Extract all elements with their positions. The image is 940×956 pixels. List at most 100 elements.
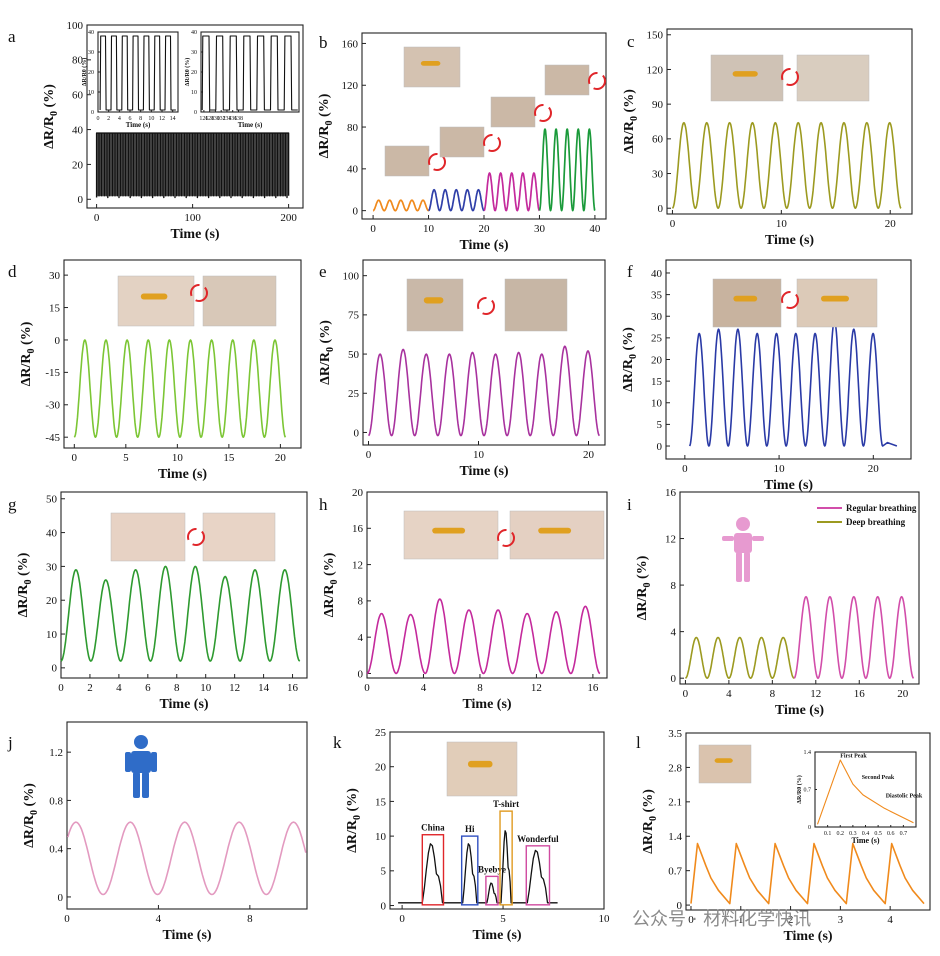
x-axis-title: Time (s) — [783, 929, 832, 944]
x-tick-label: 4 — [116, 682, 122, 694]
x-tick-label: 6 — [145, 682, 151, 694]
plot-frame — [362, 259, 606, 446]
speech-signal-line — [398, 830, 558, 904]
person-leg — [133, 772, 140, 798]
y-tick-label: 25 — [651, 333, 663, 345]
face-photo-1 — [110, 512, 186, 562]
panel-d: d 0 5 10 15 20 -45 -30 -15 0 15 30 Time (s) ΔR/R0 (%) — [8, 259, 302, 482]
y-tick-label: 160 — [342, 38, 359, 50]
x-tick-label: 10 — [200, 682, 212, 694]
x-tick-label: 200 — [280, 212, 297, 224]
panel-f: f 0 10 20 0 5 10 15 20 25 30 35 40 Time (s) ΔR/R0 (%) — [621, 259, 912, 493]
x-tick-label: 40 — [589, 223, 601, 235]
x-tick-label: 10 — [599, 913, 611, 925]
wrist-photo-1-sensor — [732, 71, 758, 77]
y-tick-label: -45 — [45, 432, 60, 444]
wrist-photo-1 — [710, 54, 784, 102]
y-tick-label: 50 — [46, 494, 58, 506]
x-tick-label: 12 — [229, 682, 240, 694]
x-tick-label: 3 — [838, 914, 844, 926]
y-tick-label: 60 — [72, 90, 84, 102]
x-axis-title: Time (s) — [159, 697, 208, 712]
x-tick-label: 10 — [776, 218, 788, 230]
y-tick-label: 8 — [671, 580, 677, 592]
x-tick-label: 15 — [223, 452, 235, 464]
x-axis-title: Time (s) — [162, 928, 211, 943]
wrist-bend-line — [671, 121, 902, 209]
word-label: Wonderful — [517, 834, 559, 844]
y-tick-label: 1.2 — [49, 747, 63, 759]
y-tick-label: 0 — [381, 900, 387, 912]
x-tick-label: 0 — [683, 688, 689, 700]
plot-frame — [60, 491, 308, 679]
throat-photo — [446, 741, 518, 797]
y-axis-title: ΔR/R0 (%) — [641, 789, 659, 854]
x-tick-label: 10 — [423, 223, 435, 235]
x-tick-label: 0 — [64, 913, 70, 925]
x-tick-label: 30 — [534, 223, 546, 235]
y-axis-title: ΔR/R0 (%) — [635, 555, 653, 620]
x-tick-label: 138 — [234, 116, 243, 122]
x-tick-label: 0 — [97, 116, 100, 122]
swap-arrow-icon — [781, 291, 799, 309]
panel-label: f — [627, 262, 633, 281]
y-tick-label: 80 — [72, 55, 84, 67]
y-axis-title: ΔR/R0 (%) — [322, 552, 340, 617]
deep-breathing-line — [685, 636, 795, 679]
bend-arrow-icon — [588, 72, 606, 90]
person-torso — [131, 751, 151, 773]
y-tick-label: 30 — [191, 50, 197, 56]
x-tick-label: 20 — [868, 463, 880, 475]
y-tick-label: 10 — [191, 90, 197, 96]
y-axis-title: ΔR/R0 (%) — [622, 89, 640, 154]
x-axis-title: Time (s) — [459, 238, 508, 253]
y-tick-label: 0 — [358, 668, 364, 680]
y-tick-label: 0 — [194, 110, 197, 116]
x-tick-label: 4 — [726, 688, 732, 700]
plot-frame — [389, 731, 605, 910]
back-photo-2-sensor — [821, 295, 849, 302]
y-tick-label: 100 — [67, 20, 84, 32]
x-tick-label: 5 — [123, 452, 129, 464]
x-tick-label: 8 — [247, 913, 253, 925]
inset-x-title: Time (s) — [851, 836, 879, 845]
y-tick-label: 30 — [46, 561, 58, 573]
x-tick-label: 0.4 — [862, 831, 870, 837]
word-box — [485, 875, 499, 906]
y-tick-label: 0 — [58, 892, 64, 904]
panel-b: b 0 10 20 30 40 0 40 80 120 160 Time (s) ΔR/R0 (%) — [317, 32, 607, 253]
panel-label: g — [8, 495, 17, 514]
y-tick-label: 40 — [347, 164, 359, 176]
y-tick-label: 10 — [375, 831, 387, 843]
person-arm — [151, 752, 157, 772]
swap-arrow-icon — [187, 528, 205, 546]
face-photo-2 — [202, 512, 276, 562]
y-tick-label: 0 — [91, 110, 94, 116]
eyes-photo-1 — [403, 510, 499, 560]
y-tick-label: 20 — [375, 762, 387, 774]
x-axis-title: Time (s) — [775, 703, 824, 718]
panel-label: i — [627, 495, 632, 514]
y-tick-label: 12 — [665, 533, 676, 545]
plot-frame — [66, 721, 308, 910]
y-tick-label: 2.1 — [668, 797, 682, 809]
person-head — [736, 517, 750, 531]
person-leg — [736, 552, 742, 582]
x-tick-label: 0.3 — [849, 831, 857, 837]
x-tick-label: 100 — [184, 212, 201, 224]
y-tick-label: 20 — [191, 70, 197, 76]
y-tick-label: 10 — [46, 629, 58, 641]
plot-frame — [366, 491, 608, 679]
bend-arrow-icon — [534, 104, 552, 122]
x-tick-label: 6 — [129, 116, 132, 122]
eyes-photo-2-sensor — [538, 527, 572, 534]
word-label: Hi — [465, 824, 475, 834]
x-tick-label: 4 — [421, 682, 427, 694]
x-tick-label: 16 — [854, 688, 866, 700]
x-tick-label: 0 — [94, 212, 100, 224]
x-axis-title: Time (s) — [462, 697, 511, 712]
y-tick-label: 30 — [49, 270, 61, 282]
x-tick-label: 1 — [738, 914, 744, 926]
x-tick-label: 0 — [682, 463, 688, 475]
